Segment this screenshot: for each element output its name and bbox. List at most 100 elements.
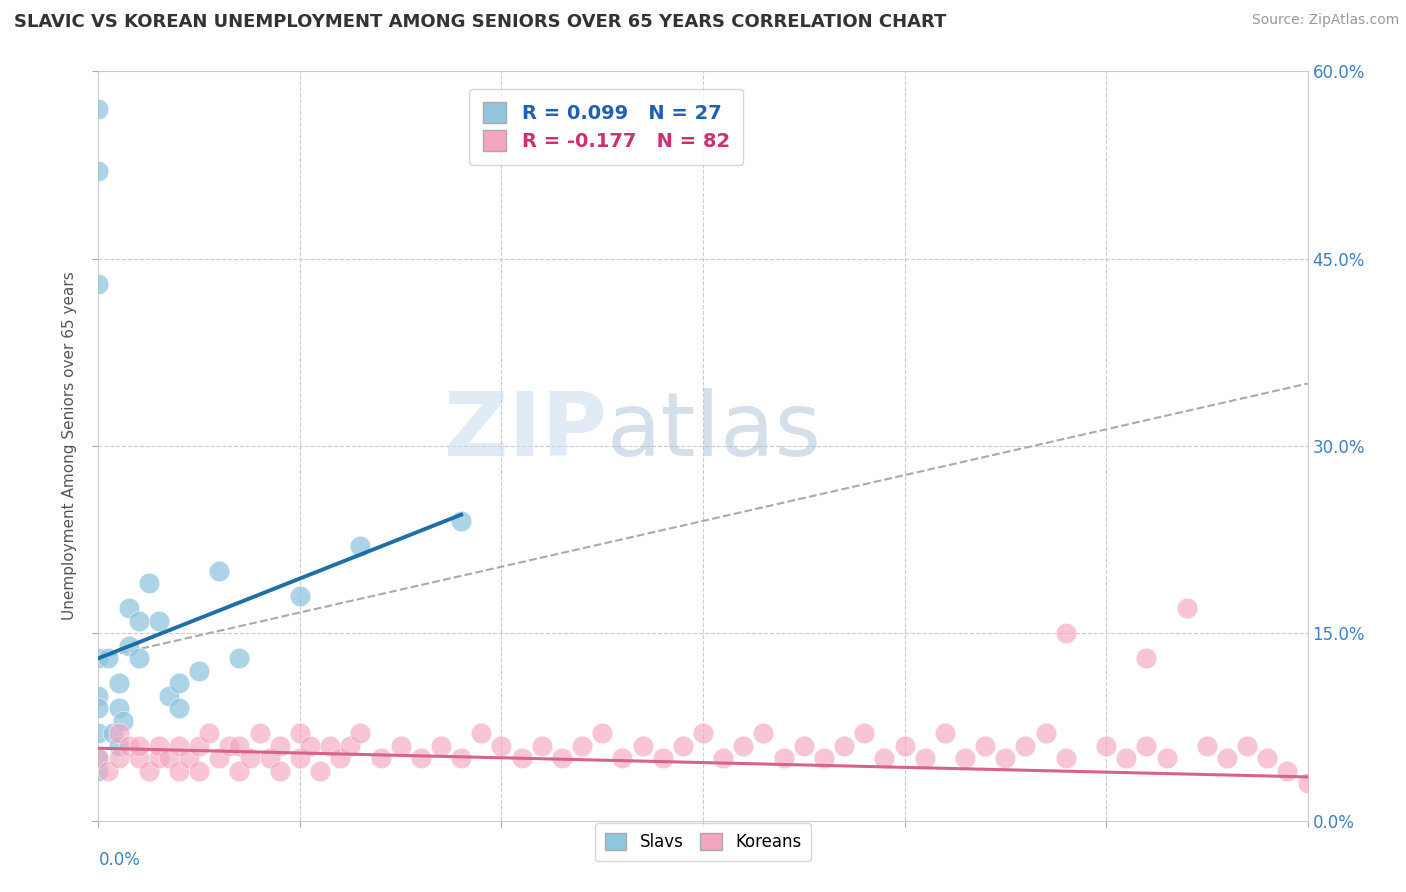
- Point: [148, 739, 170, 753]
- Point: [832, 739, 855, 753]
- Point: [450, 751, 472, 765]
- Point: [228, 764, 250, 778]
- Point: [179, 751, 201, 765]
- Point: [188, 764, 211, 778]
- Point: [853, 726, 876, 740]
- Point: [218, 739, 240, 753]
- Y-axis label: Unemployment Among Seniors over 65 years: Unemployment Among Seniors over 65 years: [62, 272, 77, 620]
- Point: [450, 514, 472, 528]
- Point: [752, 726, 775, 740]
- Point: [167, 701, 190, 715]
- Point: [97, 651, 120, 665]
- Point: [1156, 751, 1178, 765]
- Point: [994, 751, 1017, 765]
- Point: [138, 576, 160, 591]
- Point: [87, 689, 110, 703]
- Point: [87, 164, 110, 178]
- Point: [1175, 601, 1198, 615]
- Point: [329, 751, 352, 765]
- Point: [893, 739, 915, 753]
- Point: [974, 739, 997, 753]
- Point: [118, 739, 141, 753]
- Point: [510, 751, 533, 765]
- Point: [1095, 739, 1118, 753]
- Point: [1014, 739, 1036, 753]
- Point: [591, 726, 613, 740]
- Point: [1035, 726, 1057, 740]
- Point: [1195, 739, 1218, 753]
- Point: [319, 739, 342, 753]
- Point: [470, 726, 492, 740]
- Point: [87, 764, 110, 778]
- Point: [228, 651, 250, 665]
- Point: [1277, 764, 1299, 778]
- Point: [167, 739, 190, 753]
- Point: [101, 726, 124, 740]
- Point: [651, 751, 673, 765]
- Point: [551, 751, 574, 765]
- Point: [934, 726, 956, 740]
- Point: [97, 764, 120, 778]
- Point: [87, 751, 110, 765]
- Point: [733, 739, 755, 753]
- Point: [228, 739, 250, 753]
- Point: [128, 651, 150, 665]
- Point: [953, 751, 976, 765]
- Point: [167, 764, 190, 778]
- Point: [107, 676, 129, 690]
- Point: [370, 751, 392, 765]
- Point: [188, 739, 211, 753]
- Point: [128, 739, 150, 753]
- Text: 0.0%: 0.0%: [98, 851, 141, 869]
- Point: [813, 751, 835, 765]
- Point: [692, 726, 714, 740]
- Point: [148, 751, 170, 765]
- Point: [87, 726, 110, 740]
- Legend: Slavs, Koreans: Slavs, Koreans: [595, 822, 811, 861]
- Point: [1296, 776, 1319, 790]
- Point: [87, 701, 110, 715]
- Point: [1216, 751, 1239, 765]
- Point: [269, 764, 291, 778]
- Point: [107, 726, 129, 740]
- Point: [772, 751, 794, 765]
- Point: [157, 751, 180, 765]
- Point: [1115, 751, 1137, 765]
- Point: [793, 739, 815, 753]
- Point: [612, 751, 634, 765]
- Point: [239, 751, 262, 765]
- Point: [87, 102, 110, 116]
- Point: [530, 739, 553, 753]
- Point: [288, 589, 311, 603]
- Point: [118, 639, 141, 653]
- Point: [107, 701, 129, 715]
- Point: [914, 751, 936, 765]
- Point: [107, 751, 129, 765]
- Point: [198, 726, 221, 740]
- Point: [299, 739, 322, 753]
- Point: [138, 764, 160, 778]
- Point: [491, 739, 513, 753]
- Point: [711, 751, 734, 765]
- Point: [87, 651, 110, 665]
- Point: [87, 751, 110, 765]
- Point: [349, 539, 371, 553]
- Point: [208, 564, 231, 578]
- Text: atlas: atlas: [606, 387, 821, 475]
- Point: [87, 277, 110, 291]
- Point: [571, 739, 593, 753]
- Point: [269, 739, 291, 753]
- Point: [409, 751, 432, 765]
- Point: [349, 726, 371, 740]
- Point: [167, 676, 190, 690]
- Point: [1256, 751, 1278, 765]
- Point: [208, 751, 231, 765]
- Text: Source: ZipAtlas.com: Source: ZipAtlas.com: [1251, 13, 1399, 28]
- Point: [339, 739, 361, 753]
- Point: [1054, 751, 1077, 765]
- Point: [1054, 626, 1077, 640]
- Point: [873, 751, 896, 765]
- Point: [157, 689, 180, 703]
- Point: [128, 751, 150, 765]
- Point: [107, 739, 129, 753]
